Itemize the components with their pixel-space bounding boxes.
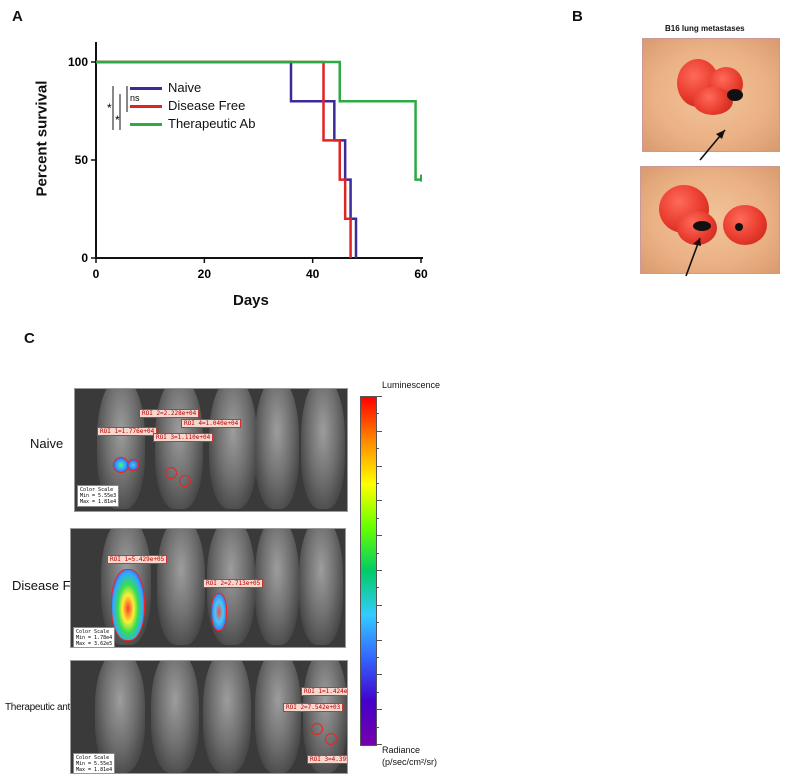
bioluminescence-signal [111,569,145,641]
colorbar-tick [376,535,382,537]
colorbar-tick [376,674,382,676]
roi-label: ROI 1=1.776e+04 [97,427,158,436]
lung-lobe [693,87,733,115]
x-axis-title: Days [233,292,269,309]
colorbar-tick [376,622,379,624]
y-tick-label: 100 [68,55,88,69]
roi-circle [325,733,337,745]
ivis-image-therapeutic-antibody: ROI 1=1.424e+03 ROI 2=7.542e+03 ROI 3=4.… [70,660,348,774]
legend-swatch-disease-free [130,105,162,108]
x-tick-label: 60 [414,267,428,281]
colorbar-ticks [376,396,382,745]
colorbar-tick [376,552,379,554]
colorbar-tick [376,430,382,432]
arrow-head [693,238,701,246]
lung-lobe [723,205,767,245]
roi-circle [165,467,177,479]
significance-ns: ns [130,93,140,103]
colorbar-tick [376,657,379,658]
colorbar-top-label: Luminescence [382,380,441,390]
lung-photo-2 [640,166,780,274]
mouse-body [299,529,343,645]
roi-label: ROI 1=5.429e+05 [107,555,168,564]
colorbar-tick [376,396,382,397]
lung-photo-1 [642,38,780,152]
x-tick-label: 0 [93,267,100,281]
ivis-image-naive: ROI 1=1.776e+04 ROI 2=2.228e+04 ROI 3=1.… [74,388,348,512]
survival-chart: 0 20 40 60 0 50 100 ** ns [68,42,428,281]
color-scale-box: Color Scale Min = 5.55e3 Max = 1.81e4 [73,753,116,773]
metastasis-nodule [727,89,743,101]
colorbar-tick [376,517,379,519]
mouse-body [155,389,203,509]
arrow-head [716,130,725,139]
y-tick-label: 0 [81,251,88,265]
color-scale-box: Color Scale Min = 5.55e3 Max = 1.81e4 [77,485,120,507]
roi-label: ROI 3=4.395e+03 [307,755,347,764]
ivis-image-disease-free: ROI 1=5.429e+05 ROI 2=2.713e+05 Color Sc… [70,528,346,648]
legend-label-disease-free: Disease Free [168,98,246,113]
colorbar-units: (p/sec/cm²/sr) [382,757,437,767]
roi-circle [311,723,323,735]
mouse-body [301,389,345,509]
mouse-body [203,661,251,773]
colorbar-tick [376,691,379,693]
roi-circle [179,475,191,487]
roi-label: ROI 2=2.228e+04 [139,409,200,418]
legend-swatch-therapeutic-ab [130,123,162,126]
metastasis-nodule [735,223,743,231]
colorbar-tick [376,570,382,571]
mouse-body [255,661,301,773]
significance-star-outer: * [107,101,112,115]
roi-label: ROI 3=1.110e+04 [153,433,214,442]
panel-label-c: C [24,330,35,347]
bioluminescence-signal [127,459,139,471]
colorbar-tick [376,483,379,484]
colorbar-tick [376,604,382,606]
colorbar-tick [376,587,379,589]
panel-label-a: A [12,8,23,25]
mouse-body [151,661,199,773]
colorbar-tick [376,448,379,450]
panel-label-b: B [572,8,583,25]
x-tick-label: 40 [306,267,320,281]
y-tick-label: 50 [75,153,89,167]
bioluminescence-signal [211,593,227,631]
colorbar-tick [376,639,382,641]
mouse-body [157,529,205,645]
colorbar-tick [376,744,382,745]
mouse-body [255,389,299,509]
roi-label: ROI 4=1.040e+04 [181,419,242,428]
mouse-body [303,661,347,773]
roi-label: ROI 2=2.713e+05 [203,579,264,588]
legend-label-therapeutic-ab: Therapeutic Ab [168,116,256,131]
colorbar-tick [376,500,382,502]
row-label-disease-free: Disease Free [12,578,90,593]
y-axis-title: Percent survival [33,80,51,197]
colorbar-tick [376,465,382,467]
panel-b-arrows [685,129,726,277]
colorbar-bottom-label: Radiance [382,745,421,755]
legend-swatch-naive [130,87,162,90]
survival-curve-naive [96,60,358,258]
metastasis-nodule [693,221,711,231]
survival-curve-therapeutic-ab [96,60,421,181]
row-label-naive: Naive [30,436,64,451]
row-label-therapeutic-antibody: Therapeutic antibody [5,702,93,713]
roi-label: ROI 2=7.542e+03 [283,703,344,712]
colorbar [360,396,377,746]
colorbar-tick [376,726,379,728]
legend-label-naive: Naive [168,80,202,95]
panel-b-title: B16 lung metastases [665,24,745,33]
colorbar-tick [376,709,382,711]
color-scale-box: Color Scale Min = 1.78e4 Max = 3.62e5 [73,627,116,647]
roi-label: ROI 1=1.424e+03 [301,687,347,696]
colorbar-tick [376,413,379,415]
mouse-body [209,389,257,509]
significance-star-middle: * [115,113,120,127]
x-tick-label: 20 [198,267,212,281]
survival-curve-disease-free [96,60,352,258]
